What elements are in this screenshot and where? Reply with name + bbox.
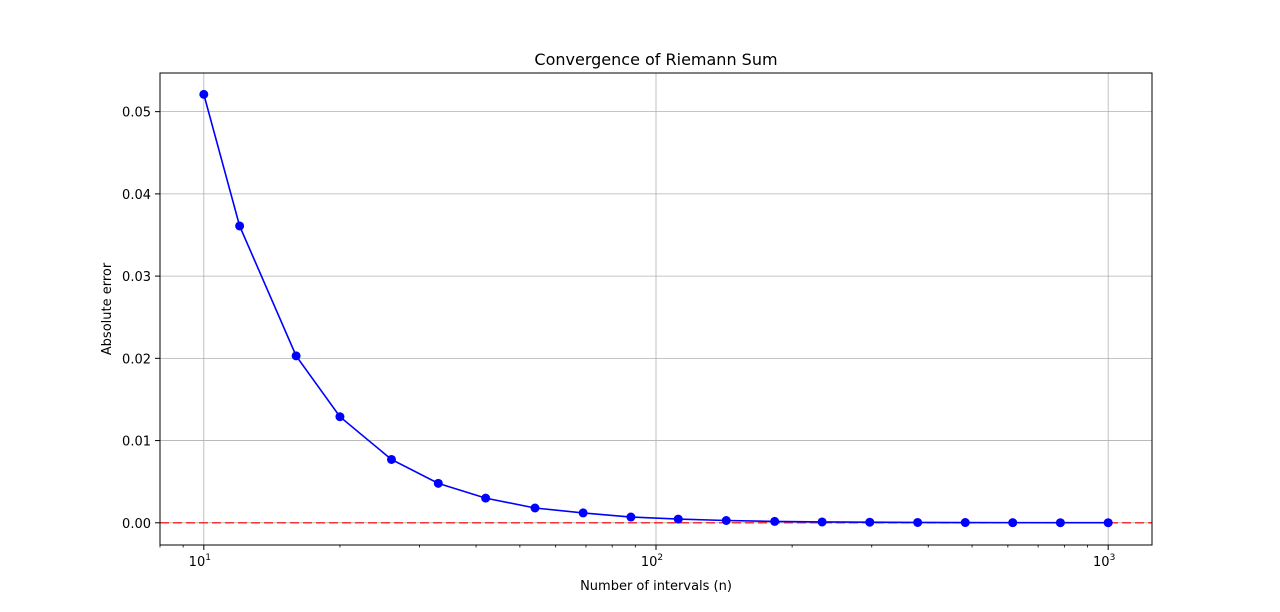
y-tick-label: 0.04 (122, 188, 151, 203)
data-point (1055, 518, 1065, 528)
y-tick-label: 0.05 (122, 106, 151, 121)
x-tick-label: 102 (641, 553, 663, 570)
chart-title: Convergence of Riemann Sum (534, 50, 777, 69)
data-point (386, 454, 396, 464)
x-tick-label: 101 (189, 553, 211, 570)
y-tick-label: 0.00 (122, 517, 151, 532)
data-point (433, 478, 443, 488)
data-point (335, 412, 345, 422)
data-point (770, 516, 780, 526)
x-axis: 101 102 103 (159, 545, 1115, 570)
x-tick-base: 10 (189, 555, 206, 570)
data-point (578, 508, 588, 518)
series-line (203, 94, 1109, 524)
x-tick-exponent: 1 (205, 553, 211, 563)
data-point (1103, 518, 1113, 528)
data-point (481, 493, 491, 503)
x-tick-base: 10 (1093, 555, 1110, 570)
x-axis-label: Number of intervals (n) (580, 579, 732, 594)
data-point (291, 351, 301, 361)
data-point (530, 503, 540, 513)
data-point (865, 517, 875, 527)
x-tick-label: 103 (1093, 553, 1115, 570)
x-tick-exponent: 2 (657, 553, 663, 563)
y-axis: 0.00 0.01 0.02 0.03 0.04 0.05 (122, 106, 160, 532)
y-tick-label: 0.01 (122, 435, 151, 450)
data-point (235, 221, 245, 231)
data-points (199, 89, 1113, 528)
data-point (1008, 518, 1018, 528)
data-point (913, 517, 923, 527)
grid-lines (160, 73, 1152, 545)
x-tick-base: 10 (641, 555, 658, 570)
y-axis-label: Absolute error (100, 262, 115, 355)
data-point (673, 514, 683, 524)
data-point (960, 518, 970, 528)
data-point (721, 515, 731, 525)
data-point (626, 512, 636, 522)
data-point (199, 89, 209, 99)
y-tick-label: 0.03 (122, 270, 151, 285)
y-tick-label: 0.02 (122, 352, 151, 367)
x-tick-exponent: 3 (1110, 553, 1116, 563)
data-point (817, 517, 827, 527)
